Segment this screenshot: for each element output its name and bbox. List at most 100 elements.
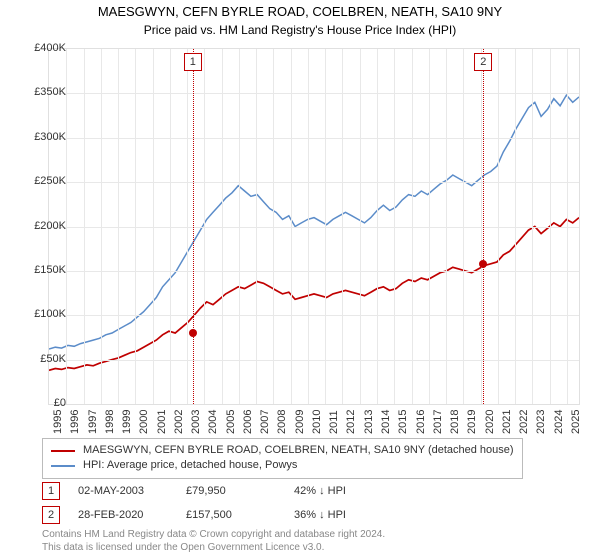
x-tick-label: 2010 [311, 410, 323, 434]
x-tick-label: 2021 [501, 410, 513, 434]
gridline-h [49, 315, 579, 316]
event-date: 02-MAY-2003 [78, 485, 168, 497]
gridline-h [49, 271, 579, 272]
gridline-v [187, 49, 188, 404]
gridline-v [101, 49, 102, 404]
x-tick-label: 2020 [484, 410, 496, 434]
gridline-v [291, 49, 292, 404]
event-marker-line [193, 49, 194, 404]
event-marker-box: 2 [474, 53, 492, 71]
gridline-v [222, 49, 223, 404]
gridline-v [256, 49, 257, 404]
gridline-v [498, 49, 499, 404]
x-tick-label: 2023 [535, 410, 547, 434]
x-tick-label: 2015 [397, 410, 409, 434]
y-tick-label: £400K [34, 42, 66, 54]
legend-swatch [51, 465, 75, 467]
gridline-v [308, 49, 309, 404]
gridline-v [118, 49, 119, 404]
legend-row: MAESGWYN, CEFN BYRLE ROAD, COELBREN, NEA… [51, 443, 514, 458]
legend-label: MAESGWYN, CEFN BYRLE ROAD, COELBREN, NEA… [83, 443, 514, 458]
event-marker-dot [479, 260, 487, 268]
event-diff: 36% ↓ HPI [294, 509, 384, 521]
x-tick-label: 2012 [345, 410, 357, 434]
x-tick-label: 2022 [518, 410, 530, 434]
chart-title: MAESGWYN, CEFN BYRLE ROAD, COELBREN, NEA… [0, 0, 600, 21]
event-id-box: 2 [42, 506, 60, 524]
y-tick-label: £200K [34, 220, 66, 232]
y-tick-label: £300K [34, 131, 66, 143]
x-tick-label: 2004 [207, 410, 219, 434]
gridline-v [550, 49, 551, 404]
x-tick-label: 1996 [69, 410, 81, 434]
x-tick-label: 2002 [173, 410, 185, 434]
x-tick-label: 2008 [276, 410, 288, 434]
x-tick-label: 1995 [52, 410, 64, 434]
x-tick-label: 1999 [121, 410, 133, 434]
x-tick-label: 2005 [225, 410, 237, 434]
gridline-v [135, 49, 136, 404]
footer-line2: This data is licensed under the Open Gov… [42, 541, 385, 554]
y-tick-label: £50K [40, 353, 66, 365]
x-tick-label: 2025 [570, 410, 582, 434]
chart-container: MAESGWYN, CEFN BYRLE ROAD, COELBREN, NEA… [0, 0, 600, 560]
y-tick-label: £250K [34, 175, 66, 187]
chart-subtitle: Price paid vs. HM Land Registry's House … [0, 21, 600, 37]
x-tick-label: 2011 [328, 410, 340, 434]
x-tick-label: 2013 [363, 410, 375, 434]
gridline-v [394, 49, 395, 404]
gridline-v [360, 49, 361, 404]
x-tick-label: 2009 [294, 410, 306, 434]
event-marker-box: 1 [184, 53, 202, 71]
series-line [49, 95, 579, 349]
x-tick-label: 2003 [190, 410, 202, 434]
y-tick-label: £150K [34, 264, 66, 276]
event-marker-line [483, 49, 484, 404]
y-tick-label: £0 [54, 397, 66, 409]
x-tick-label: 2001 [156, 410, 168, 434]
x-tick-label: 1998 [104, 410, 116, 434]
gridline-h [49, 227, 579, 228]
gridline-h [49, 182, 579, 183]
gridline-v [515, 49, 516, 404]
gridline-h [49, 93, 579, 94]
event-date: 28-FEB-2020 [78, 509, 168, 521]
plot-area: 12 [48, 48, 580, 405]
gridline-v [412, 49, 413, 404]
footer-line1: Contains HM Land Registry data © Crown c… [42, 528, 385, 541]
x-tick-label: 2000 [138, 410, 150, 434]
legend-swatch [51, 450, 75, 452]
gridline-v [153, 49, 154, 404]
y-tick-label: £350K [34, 86, 66, 98]
event-price: £157,500 [186, 509, 276, 521]
gridline-v [446, 49, 447, 404]
gridline-v [66, 49, 67, 404]
gridline-v [204, 49, 205, 404]
gridline-h [49, 360, 579, 361]
event-row: 1 02-MAY-2003 £79,950 42% ↓ HPI [42, 482, 384, 500]
legend-label: HPI: Average price, detached house, Powy… [83, 458, 297, 473]
footer-attribution: Contains HM Land Registry data © Crown c… [42, 528, 385, 554]
y-tick-label: £100K [34, 308, 66, 320]
x-tick-label: 2006 [242, 410, 254, 434]
legend: MAESGWYN, CEFN BYRLE ROAD, COELBREN, NEA… [42, 438, 523, 479]
event-marker-dot [189, 329, 197, 337]
event-price: £79,950 [186, 485, 276, 497]
x-tick-label: 1997 [87, 410, 99, 434]
x-tick-label: 2019 [466, 410, 478, 434]
x-tick-label: 2018 [449, 410, 461, 434]
gridline-v [342, 49, 343, 404]
event-table: 1 02-MAY-2003 £79,950 42% ↓ HPI 2 28-FEB-2020… [42, 482, 384, 530]
gridline-v [463, 49, 464, 404]
gridline-v [84, 49, 85, 404]
gridline-v [377, 49, 378, 404]
x-tick-label: 2014 [380, 410, 392, 434]
gridline-v [481, 49, 482, 404]
gridline-v [170, 49, 171, 404]
gridline-v [325, 49, 326, 404]
gridline-v [532, 49, 533, 404]
series-line [49, 218, 579, 371]
gridline-v [429, 49, 430, 404]
event-diff: 42% ↓ HPI [294, 485, 384, 497]
event-id-box: 1 [42, 482, 60, 500]
